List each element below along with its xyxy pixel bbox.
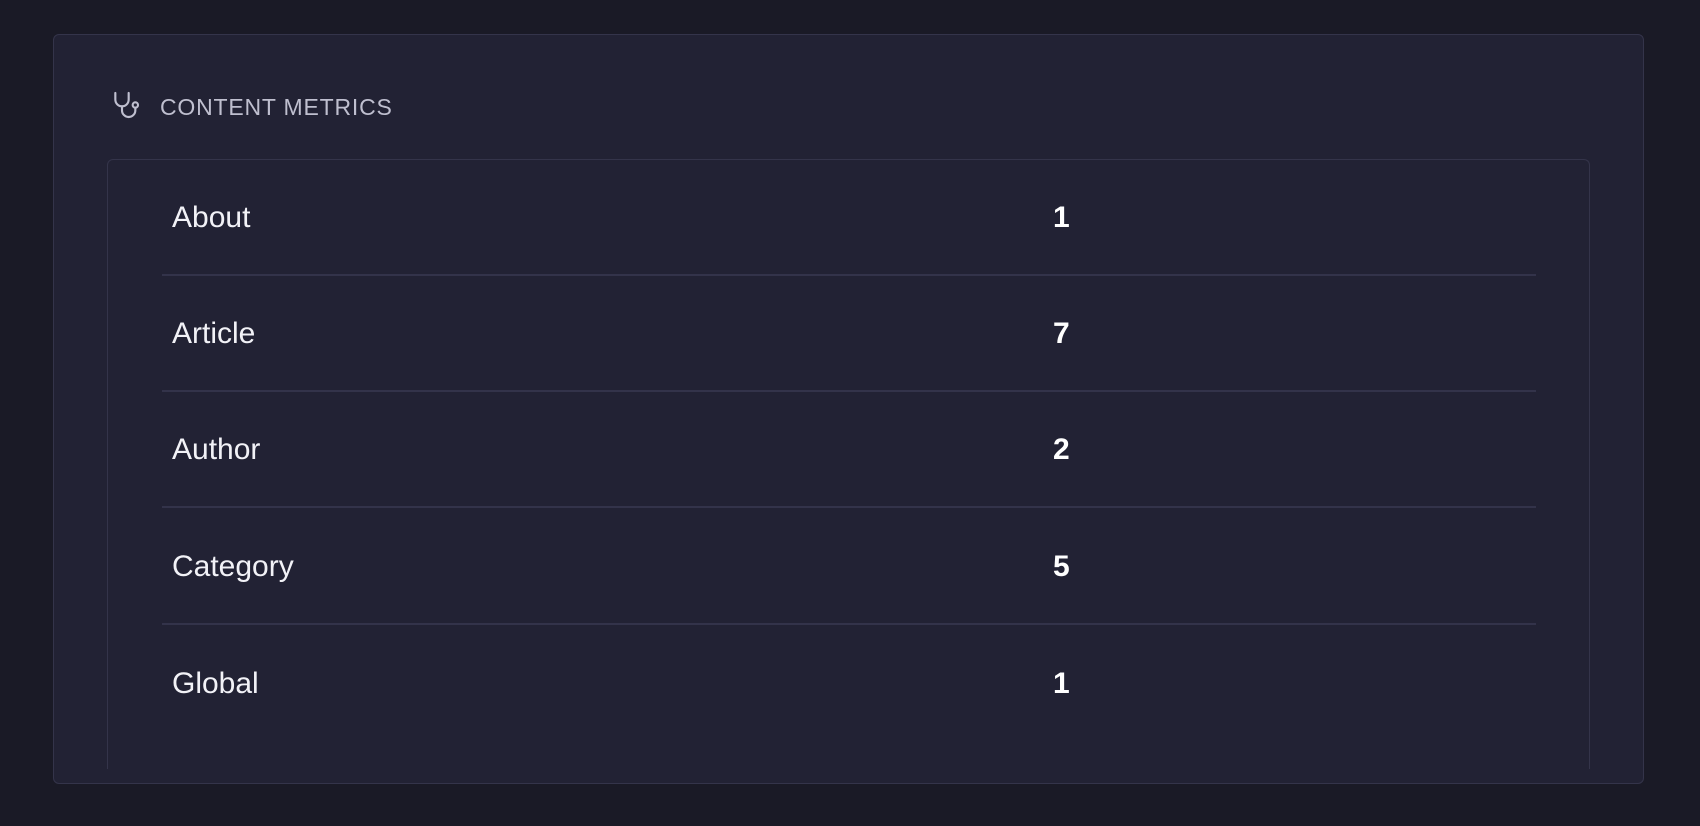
metric-value: 7	[1053, 317, 1070, 350]
metric-value: 2	[1053, 433, 1070, 466]
list-item: Category 5	[162, 509, 1536, 625]
divider	[162, 390, 1536, 392]
list-item: About 1	[162, 160, 1536, 276]
list-item: Global 1	[162, 626, 1536, 742]
metric-label: About	[172, 201, 251, 234]
content-metrics-card: CONTENT METRICS About 1 Article 7 Author…	[53, 34, 1644, 784]
divider	[162, 274, 1536, 276]
divider	[162, 506, 1536, 508]
metric-label: Author	[172, 433, 261, 466]
list-item: Article 7	[162, 276, 1536, 392]
metric-label: Global	[172, 667, 259, 700]
metric-value: 1	[1053, 667, 1070, 700]
card-header: CONTENT METRICS	[110, 89, 393, 126]
metric-value: 1	[1053, 201, 1070, 234]
metric-label: Article	[172, 317, 256, 350]
list-item: Author 2	[162, 392, 1536, 508]
card-title: CONTENT METRICS	[160, 94, 393, 120]
metrics-list: About 1 Article 7 Author 2 Category 5 Gl…	[107, 159, 1590, 769]
metric-label: Category	[172, 550, 294, 583]
metric-value: 5	[1053, 550, 1070, 583]
divider	[162, 623, 1536, 625]
stethoscope-icon	[110, 89, 142, 126]
